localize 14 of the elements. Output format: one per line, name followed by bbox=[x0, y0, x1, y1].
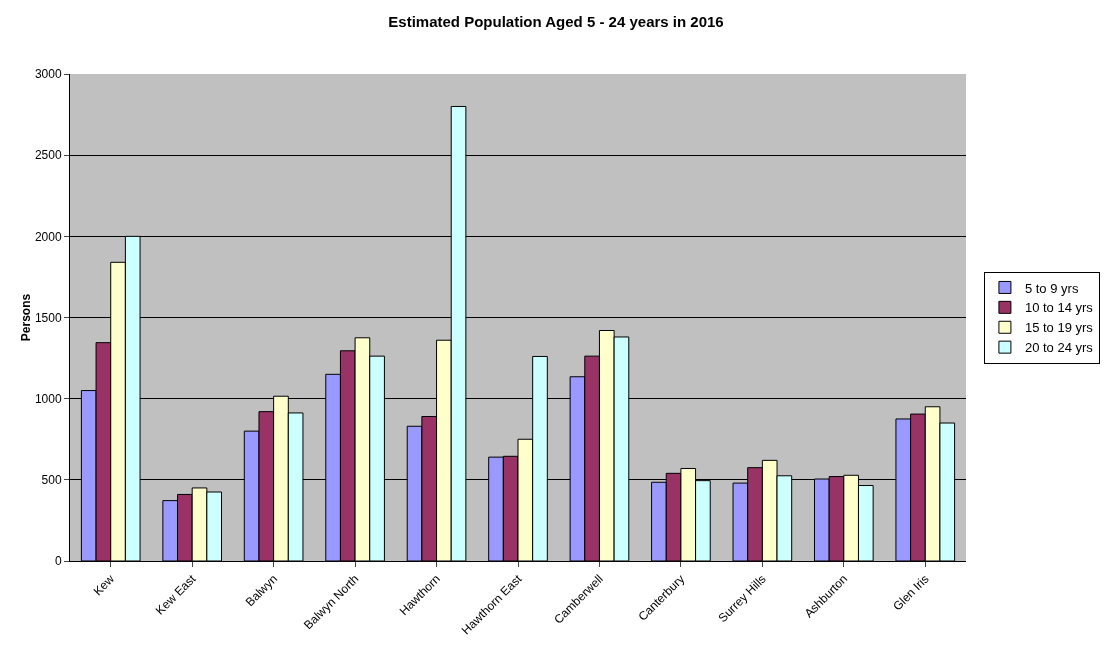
y-tick-label: 500 bbox=[41, 473, 62, 488]
y-axis-title: Persons bbox=[18, 293, 33, 342]
y-tick-label: 3000 bbox=[34, 67, 62, 82]
legend-label: 20 to 24 yrs bbox=[1024, 340, 1094, 356]
legend-label: 10 to 14 yrs bbox=[1024, 300, 1094, 316]
chart-title: Estimated Population Aged 5 - 24 years in 2016 bbox=[388, 12, 724, 30]
y-tick-label: 2000 bbox=[34, 229, 62, 244]
legend-label: 5 to 9 yrs bbox=[1024, 280, 1079, 296]
y-tick-label: 2500 bbox=[34, 148, 62, 163]
x-tick-label: Glen Iris bbox=[890, 571, 932, 614]
y-tick-label: 1500 bbox=[34, 310, 62, 325]
legend-label: 15 to 19 yrs bbox=[1024, 320, 1094, 336]
y-tick-label: 1000 bbox=[34, 391, 62, 406]
y-tick-label: 0 bbox=[54, 554, 62, 569]
